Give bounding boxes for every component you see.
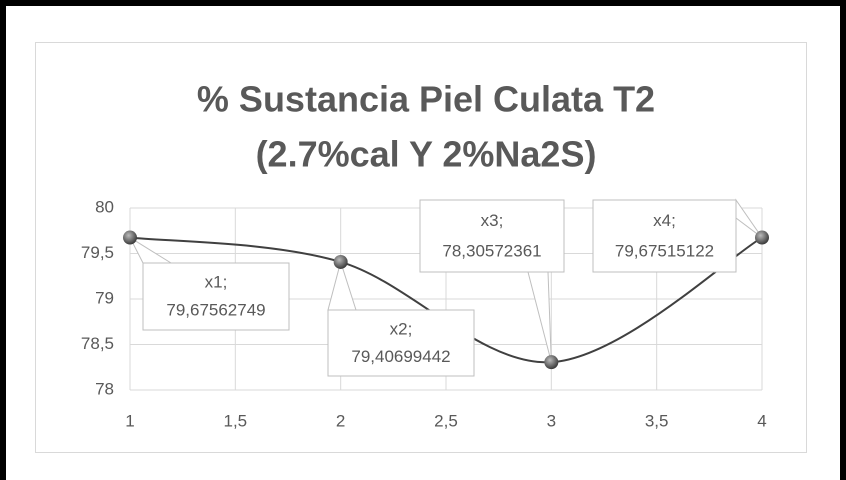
- data-label-box: [419, 199, 565, 273]
- marker: [333, 254, 348, 269]
- point-label: x3;: [481, 211, 504, 230]
- x-tick-label: 4: [757, 411, 766, 430]
- x-tick-label: 2: [336, 411, 345, 430]
- marker: [544, 355, 559, 370]
- y-tick-label: 78,5: [81, 334, 114, 353]
- point-label: x4;: [653, 211, 676, 230]
- x-tick-label: 1: [125, 411, 134, 430]
- y-tick-label: 79,5: [81, 243, 114, 262]
- x-tick-label: 2,5: [434, 411, 458, 430]
- data-label-box: [142, 262, 290, 331]
- marker: [755, 230, 769, 245]
- point-label: x2;: [390, 319, 413, 338]
- x-tick-label: 3,5: [645, 411, 669, 430]
- y-tick-label: 80: [95, 197, 114, 216]
- data-label-box: [592, 199, 737, 273]
- chart-title: % Sustancia Piel Culata T2: [197, 79, 655, 120]
- x-tick-label: 3: [547, 411, 556, 430]
- y-tick-label: 79: [95, 288, 114, 307]
- x-tick-label: 1,5: [224, 411, 248, 430]
- data-label: 79,40699442: [351, 347, 450, 366]
- point-label: x1;: [205, 273, 228, 292]
- data-label: 79,67515122: [615, 241, 714, 260]
- chart-title: (2.7%cal Y 2%Na2S): [256, 134, 597, 175]
- marker: [123, 230, 137, 245]
- data-label-box: [327, 309, 475, 377]
- data-label: 79,67562749: [166, 301, 265, 320]
- y-tick-label: 78: [95, 379, 114, 398]
- data-label: 78,30572361: [442, 241, 541, 260]
